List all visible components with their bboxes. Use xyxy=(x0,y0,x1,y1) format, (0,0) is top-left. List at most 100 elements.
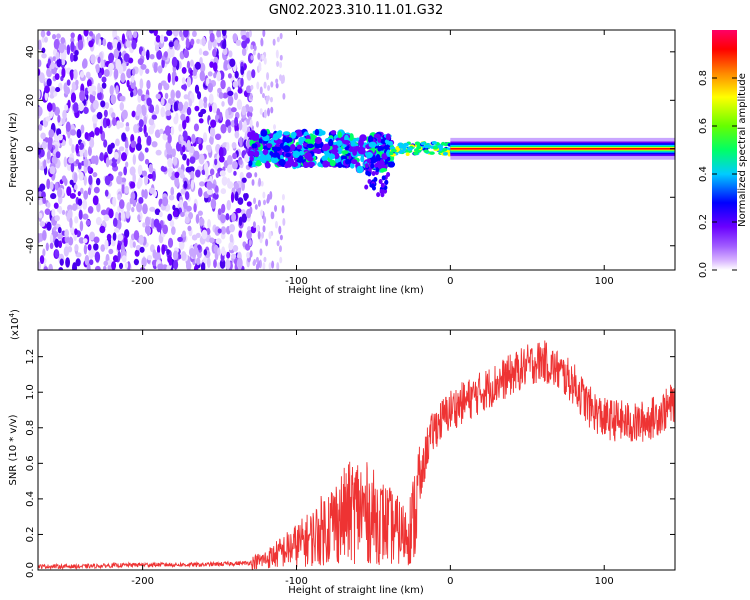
heatmap-cell xyxy=(97,91,102,101)
heatmap-cell xyxy=(88,30,94,37)
heatmap-cell xyxy=(367,135,374,143)
heatmap-cell xyxy=(149,30,155,34)
x-tick-label: 0 xyxy=(447,576,453,587)
heatmap-cell xyxy=(103,260,109,267)
snr-series-line xyxy=(38,340,675,570)
heatmap-cell xyxy=(360,156,365,163)
heatmap-cell xyxy=(245,37,250,44)
heatmap-cell xyxy=(109,85,114,96)
heatmap-cell xyxy=(385,144,392,152)
heatmap-cell xyxy=(180,113,186,121)
heatmap-cell xyxy=(370,183,375,189)
heatmap-cell xyxy=(95,265,101,270)
heatmap-cell xyxy=(170,126,175,136)
heatmap-cell xyxy=(126,68,132,79)
heatmap-cell xyxy=(82,213,89,220)
heatmap-cell xyxy=(341,155,348,161)
heatmap-cell xyxy=(314,136,322,145)
heatmap-cell xyxy=(405,152,410,156)
heatmap-cell xyxy=(257,230,261,240)
top-x-axis-label: Height of straight line (km) xyxy=(288,285,424,296)
heatmap-cell xyxy=(94,251,101,263)
heatmap-cell xyxy=(121,109,128,120)
heatmap-cell xyxy=(272,38,276,46)
heatmap-cell xyxy=(124,229,130,239)
heatmap-cell xyxy=(153,62,158,74)
heatmap-cell xyxy=(380,182,385,188)
colorbar-tick-label: 0.4 xyxy=(698,166,709,182)
heatmap-cell xyxy=(77,162,82,170)
y-tick-label: 0.6 xyxy=(25,455,36,471)
heatmap-cell xyxy=(181,67,187,74)
heatmap-cell xyxy=(248,160,253,167)
heatmap-cell xyxy=(78,237,85,244)
heatmap-cell xyxy=(232,33,238,42)
heatmap-cell xyxy=(77,191,81,197)
heatmap-cell xyxy=(57,114,61,123)
y-tick-label: 0.4 xyxy=(25,491,36,507)
heatmap-cell xyxy=(139,246,145,253)
heatmap-cell xyxy=(304,138,312,143)
heatmap-cell xyxy=(189,146,195,154)
heatmap-cell xyxy=(259,86,263,95)
heatmap-cell xyxy=(151,141,158,148)
heatmap-cell xyxy=(61,175,67,182)
heatmap-cell xyxy=(298,136,306,142)
heatmap-cell xyxy=(432,146,439,150)
heatmap-cell xyxy=(142,222,146,228)
heatmap-cell xyxy=(84,254,90,266)
heatmap-cell xyxy=(43,266,48,270)
heatmap-cell xyxy=(407,147,413,151)
heatmap-cell xyxy=(262,199,266,206)
heatmap-cell xyxy=(263,109,267,119)
heatmap-cell xyxy=(373,133,381,139)
heatmap-cell xyxy=(201,36,207,47)
heatmap-cell xyxy=(290,131,297,138)
heatmap-cell xyxy=(275,78,279,84)
heatmap-cell xyxy=(337,161,343,169)
heatmap-cell xyxy=(121,132,127,142)
heatmap-cell xyxy=(123,236,128,248)
heatmap-cell xyxy=(70,32,75,39)
heatmap-cell xyxy=(185,37,190,49)
heatmap-cell xyxy=(96,111,103,120)
heatmap-cell xyxy=(38,72,45,84)
heatmap-cell xyxy=(38,59,42,68)
heatmap-cell xyxy=(253,259,257,265)
heatmap-cell xyxy=(115,85,119,95)
heatmap-cell xyxy=(249,250,253,258)
heatmap-cell xyxy=(221,203,226,214)
heatmap-cell xyxy=(40,30,46,38)
heatmap-cell xyxy=(73,172,78,183)
heatmap-cell xyxy=(172,156,178,166)
heatmap-cell xyxy=(170,89,175,101)
heatmap-cell xyxy=(58,205,63,215)
heatmap-cell xyxy=(275,146,282,152)
heatmap-cell xyxy=(239,136,243,148)
heatmap-cell xyxy=(206,189,213,195)
heatmap-cell xyxy=(225,258,231,270)
heatmap-cell xyxy=(368,156,377,164)
heatmap-cell xyxy=(38,89,41,100)
heatmap-cell xyxy=(232,245,239,252)
heatmap-cell xyxy=(246,70,252,81)
y-tick-label: 1.2 xyxy=(25,349,36,365)
heatmap-cell xyxy=(314,148,323,154)
heatmap-cell xyxy=(90,54,96,65)
heatmap-cell xyxy=(117,193,122,201)
heatmap-cell xyxy=(186,106,192,116)
heatmap-cell xyxy=(77,198,83,206)
heatmap-cell xyxy=(46,150,51,160)
heatmap-cell xyxy=(328,138,334,147)
y-multiplier-exponent: 4 xyxy=(8,312,16,317)
heatmap-cell xyxy=(276,262,280,270)
heatmap-cell xyxy=(137,177,143,187)
heatmap-cell xyxy=(235,39,242,47)
heatmap-cell xyxy=(303,161,309,169)
heatmap-cell xyxy=(261,232,265,239)
heatmap-cell xyxy=(371,171,376,177)
heatmap-cell xyxy=(262,225,266,233)
heatmap-cell xyxy=(46,30,51,37)
heatmap-cell xyxy=(274,220,278,229)
heatmap-cell xyxy=(161,244,166,255)
